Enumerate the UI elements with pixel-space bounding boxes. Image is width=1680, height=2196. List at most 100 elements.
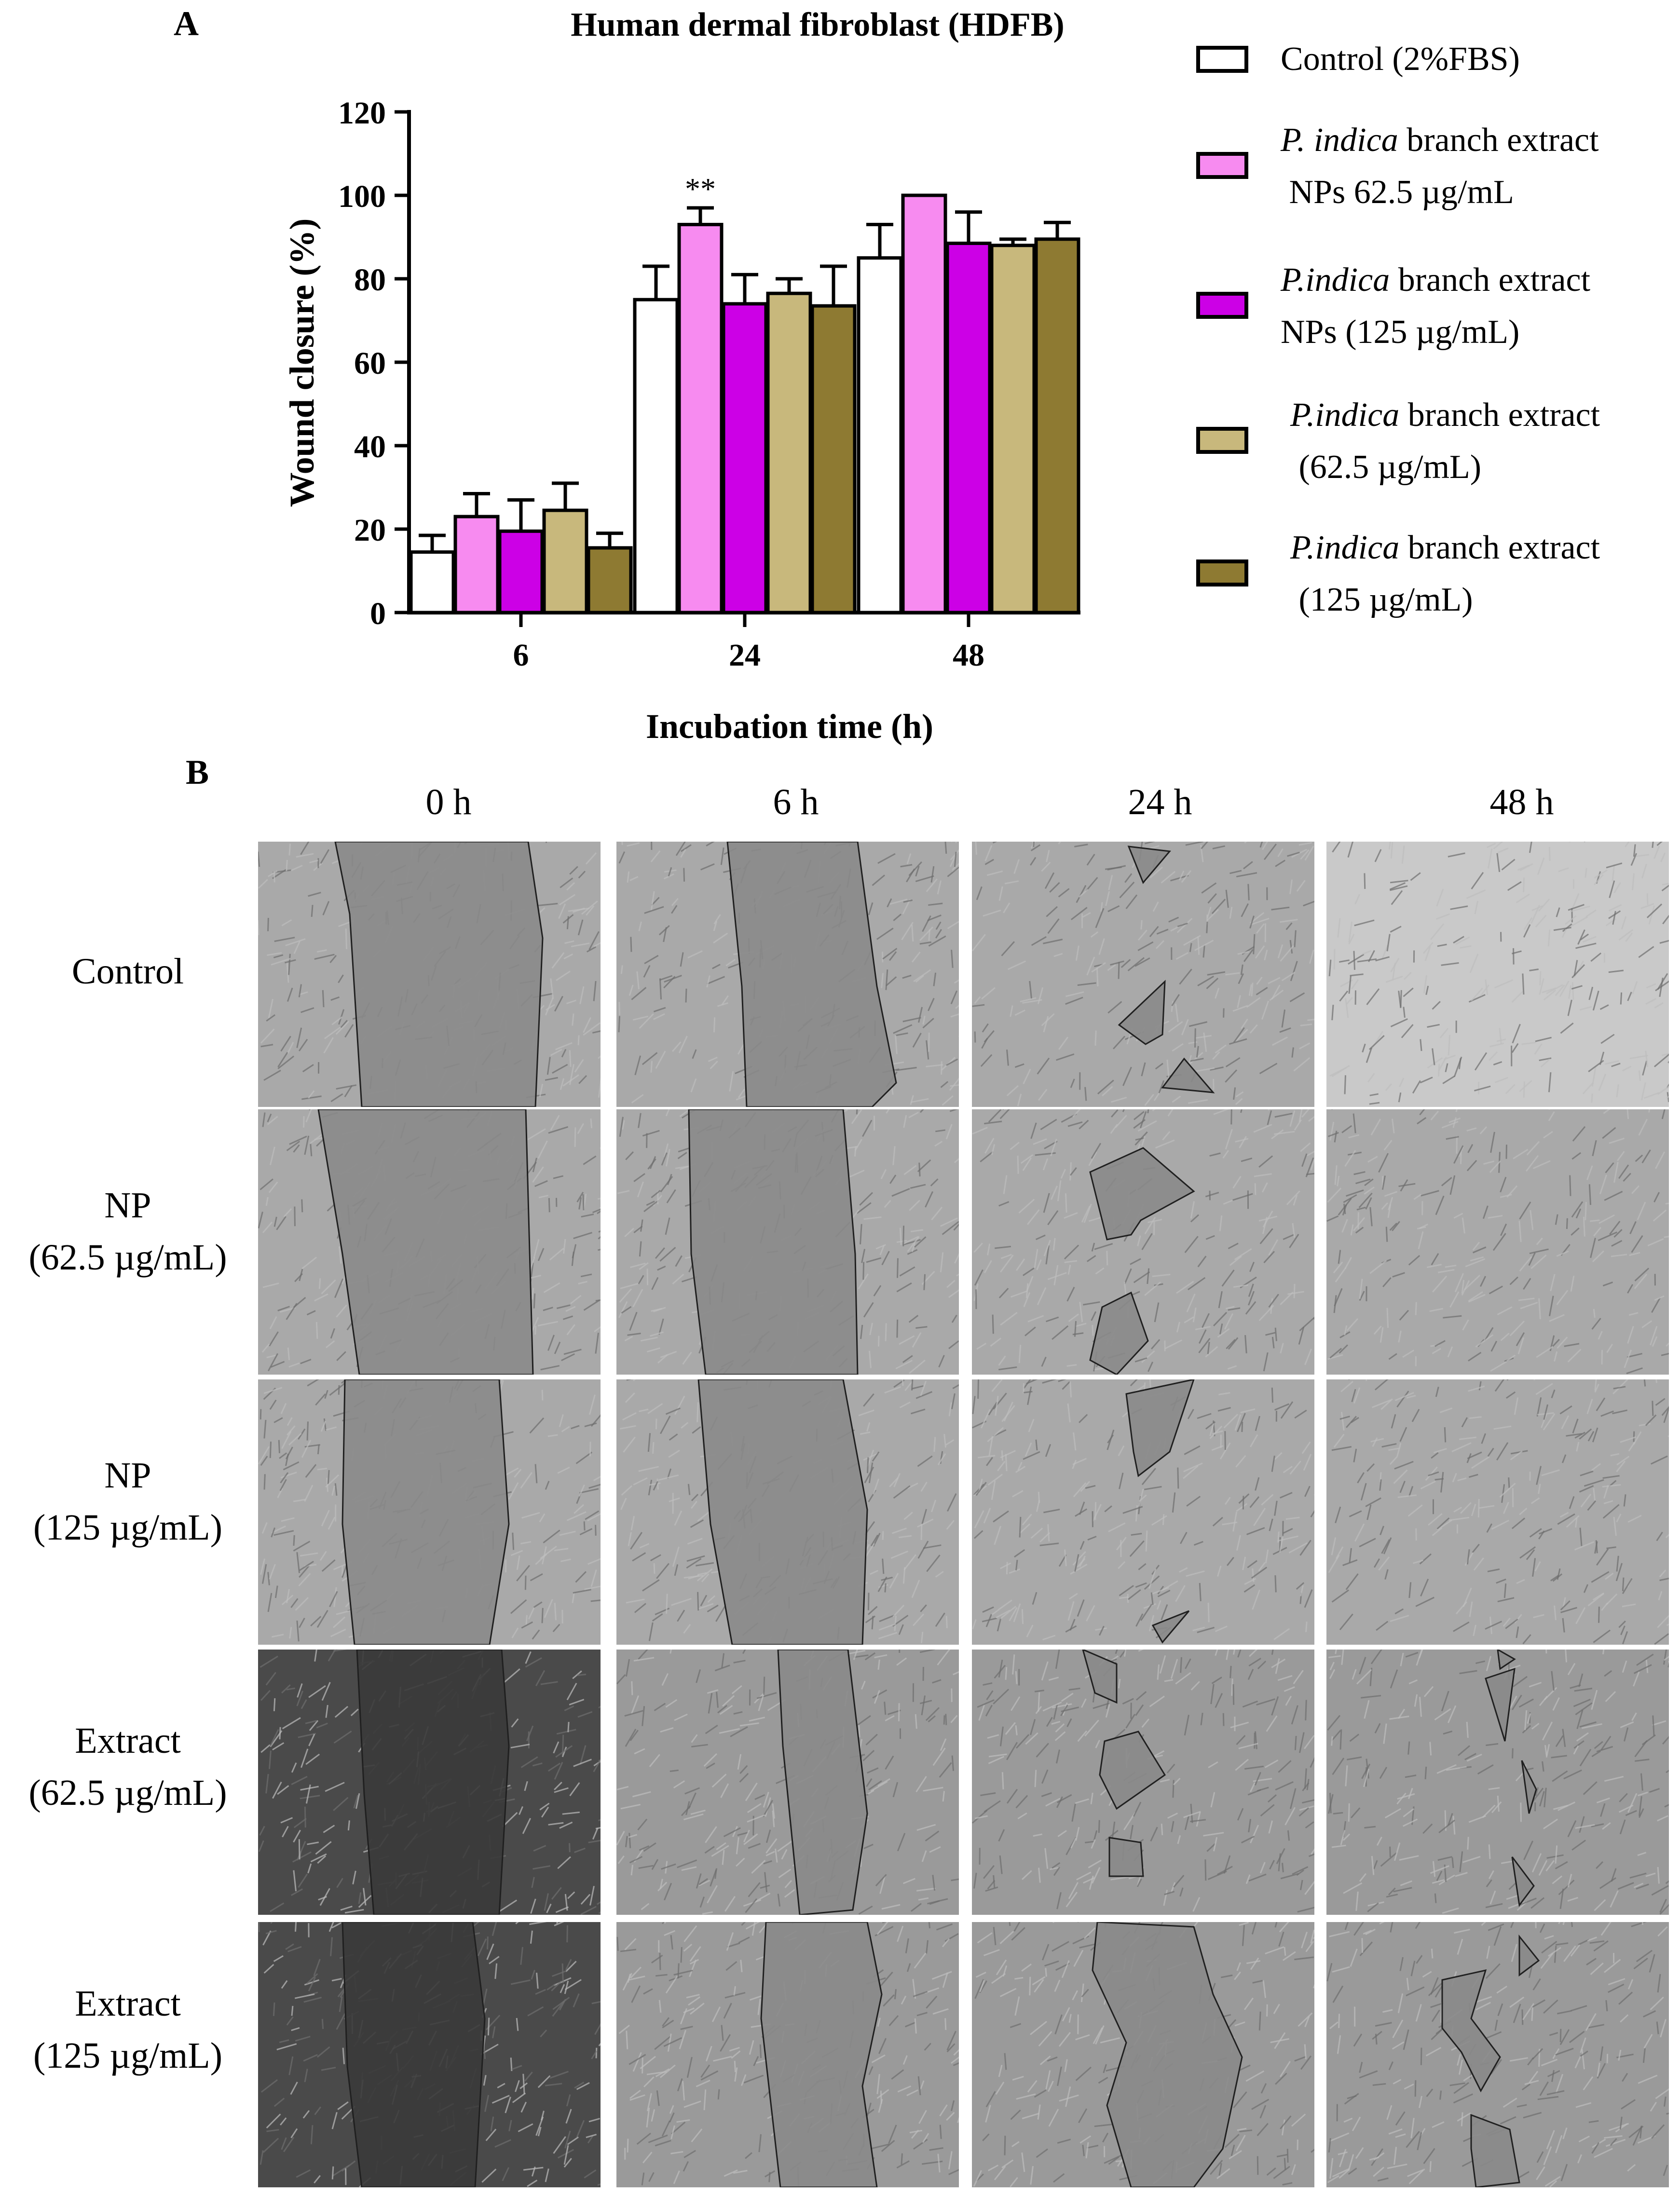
legend-label: branch extract — [1399, 396, 1600, 434]
wound-area-outline — [760, 1922, 883, 2187]
y-tick-label: 20 — [354, 513, 386, 548]
micrograph-tile — [1326, 1650, 1669, 1915]
micrograph-tile — [616, 1109, 959, 1375]
wound-area-outline — [1092, 1922, 1243, 2187]
micrograph-tile — [616, 842, 959, 1107]
cell-texture — [1328, 1379, 1669, 1645]
y-tick-label: 80 — [354, 262, 386, 298]
chart-error-bars: ** — [419, 172, 1071, 552]
wound-area-outline — [341, 1922, 486, 2187]
y-tick-label: 120 — [338, 95, 386, 131]
bar — [409, 550, 455, 614]
legend-label: Control (2%FBS) — [1281, 41, 1520, 78]
micrograph-tile — [1326, 1379, 1669, 1645]
wound-area-outline — [1118, 980, 1166, 1045]
cell-texture — [972, 1650, 1314, 1913]
y-tick-label: 100 — [338, 179, 386, 214]
wound-area-outline — [1099, 1731, 1166, 1810]
wound-area-outline — [1518, 1934, 1540, 1977]
panel-b-label: B — [186, 753, 209, 791]
x-tick-label: 24 — [729, 638, 761, 673]
bar — [766, 291, 812, 614]
column-label-24h: 24 h — [1128, 782, 1192, 822]
legend-label-2: NPs 62.5 µg/mL — [1289, 174, 1514, 211]
y-tick-label: 60 — [354, 346, 386, 381]
micrograph-tile — [258, 842, 601, 1107]
wound-area-outline — [1089, 1291, 1149, 1375]
micrograph-tile — [972, 1109, 1314, 1375]
micrograph-tile — [1326, 1109, 1669, 1375]
wound-area-outline — [1108, 1837, 1144, 1877]
wound-area-outline — [1497, 1650, 1516, 1670]
micrograph-tile — [258, 1922, 601, 2187]
micrograph-background — [1326, 1109, 1669, 1375]
micrograph-tile — [1326, 1922, 1669, 2187]
x-axis-label: Incubation time (h) — [646, 707, 933, 746]
row-label-np-125: NP (125 µg/mL) — [33, 1455, 223, 1548]
bar — [587, 546, 633, 614]
cell-texture — [1327, 1650, 1669, 1915]
micrograph-tile — [1326, 842, 1669, 1107]
wound-area-outline — [1127, 846, 1171, 884]
legend-species: P.indica — [1290, 396, 1400, 434]
chart-bars — [409, 193, 1080, 614]
wound-area-outline — [317, 1109, 534, 1375]
cell-texture — [972, 842, 1314, 1106]
bar — [677, 223, 724, 614]
row-label-extract-125: Extract (125 µg/mL) — [33, 1983, 223, 2076]
bar — [542, 508, 588, 614]
legend-swatch — [1196, 427, 1248, 454]
micrograph-tile — [972, 1922, 1314, 2187]
legend-label: branch extract — [1390, 261, 1591, 299]
chart-ticks: 0 20 40 60 80 100 120 6 24 48 — [338, 95, 984, 673]
y-tick-label: 0 — [370, 596, 386, 631]
row-label-control: Control — [71, 951, 184, 992]
bar — [453, 515, 500, 614]
wound-area-outline — [1082, 1650, 1118, 1704]
micrograph-tile — [616, 1922, 959, 2187]
legend-label-2: NPs (125 µg/mL) — [1281, 314, 1520, 351]
wound-area-outline — [1470, 2114, 1520, 2187]
row-label-extract-62: Extract (62.5 µg/mL) — [28, 1720, 227, 1813]
bar — [1034, 237, 1080, 614]
micrograph-tile — [258, 1109, 601, 1375]
column-label-48h: 48 h — [1489, 782, 1554, 822]
legend-label-2: (125 µg/mL) — [1298, 581, 1473, 618]
wound-area-outline — [1521, 1760, 1537, 1814]
panel-a-label: A — [174, 4, 199, 43]
legend-swatch — [1196, 46, 1248, 73]
micrograph-tile — [972, 842, 1314, 1107]
micrograph-tile — [258, 1650, 601, 1915]
legend-swatch — [1196, 559, 1248, 587]
wound-area-outline — [356, 1650, 510, 1915]
chart-title: Human dermal fibroblast (HDFB) — [571, 6, 1065, 43]
micrograph-background — [972, 842, 1314, 1107]
cell-texture — [1328, 842, 1669, 1105]
y-axis-label: Wound closure (%) — [283, 218, 321, 507]
wound-closure-bar-chart: ** 0 20 40 60 80 100 120 6 24 48 Wound closure (%… — [283, 95, 1080, 746]
micrograph-tile — [616, 1379, 959, 1645]
bar — [722, 302, 768, 614]
wound-area-outline — [726, 842, 897, 1107]
wound-area-outline — [1125, 1379, 1195, 1477]
legend-label: branch extract — [1399, 529, 1600, 566]
bar — [857, 256, 903, 614]
row-label-np-62: NP (62.5 µg/mL) — [28, 1185, 227, 1278]
cell-texture — [1326, 1109, 1669, 1375]
wound-area-outline — [1485, 1667, 1516, 1742]
bar — [498, 529, 544, 614]
wound-area-outline — [341, 1379, 510, 1645]
wound-area-outline — [688, 1109, 859, 1375]
legend-swatch — [1196, 292, 1248, 319]
legend-label-2: (62.5 µg/mL) — [1298, 449, 1482, 486]
wound-area-outline — [777, 1650, 868, 1915]
micrograph-tile — [258, 1379, 601, 1645]
legend-label: branch extract — [1398, 122, 1599, 159]
legend-species: P.indica — [1290, 529, 1400, 566]
bar — [810, 304, 857, 614]
column-label-6h: 6 h — [773, 782, 819, 822]
bar — [990, 244, 1036, 614]
wound-area-outline — [697, 1379, 868, 1645]
micrograph-tile — [972, 1379, 1314, 1645]
bar — [945, 241, 992, 614]
